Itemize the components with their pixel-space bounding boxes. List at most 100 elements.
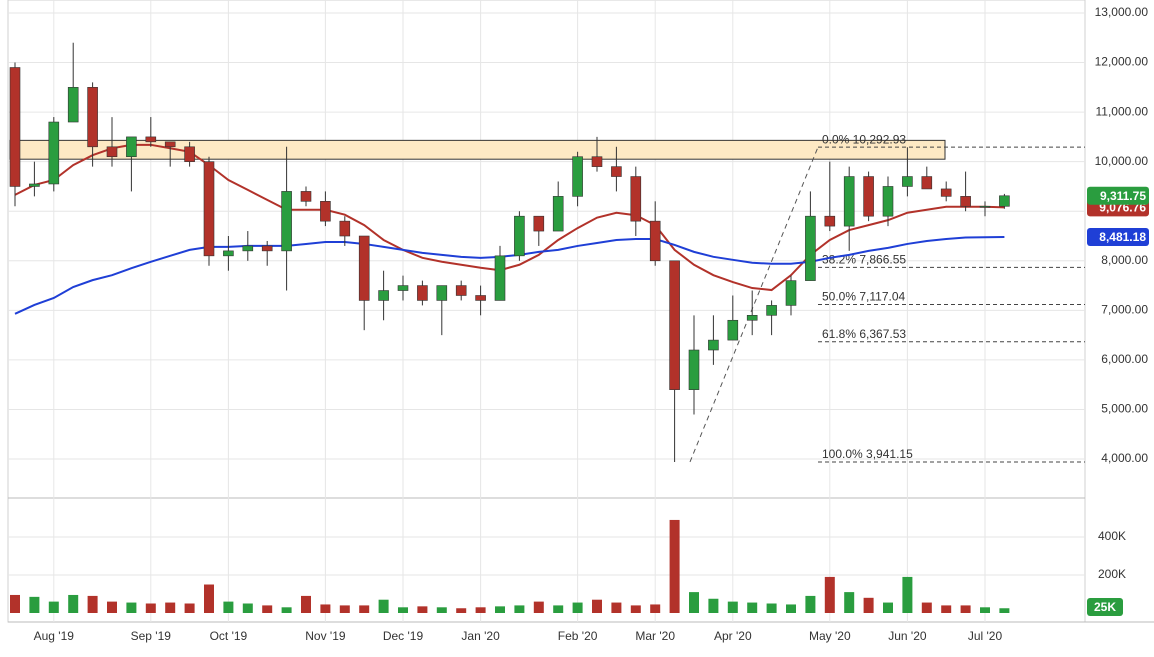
candle-body bbox=[902, 176, 913, 187]
candle-body bbox=[300, 191, 312, 202]
candle-body bbox=[126, 136, 137, 158]
volume-bar bbox=[339, 605, 350, 613]
volume-bar bbox=[921, 602, 932, 613]
candle-body bbox=[48, 121, 60, 185]
x-tick-label: Mar '20 bbox=[635, 629, 675, 643]
candle-body bbox=[863, 176, 874, 217]
volume-bar bbox=[48, 601, 59, 613]
x-tick-label: Dec '19 bbox=[383, 629, 424, 643]
last-value-badge bbox=[1087, 227, 1149, 246]
volume-bar bbox=[533, 601, 544, 613]
candle-body bbox=[417, 285, 428, 301]
y-tick-label: 12,000.00 bbox=[1095, 55, 1149, 69]
candle-body bbox=[455, 285, 467, 296]
candle-body bbox=[649, 220, 661, 262]
x-tick-label: Oct '19 bbox=[210, 629, 248, 643]
fib-label: 50.0% 7,117.04 bbox=[822, 290, 906, 304]
candle-body bbox=[67, 87, 79, 123]
x-tick-label: Aug '19 bbox=[34, 629, 75, 643]
candle-body bbox=[29, 183, 40, 187]
y-tick-label: 400K bbox=[1098, 529, 1126, 543]
moving-average bbox=[14, 235, 1005, 315]
candle-body bbox=[669, 260, 680, 390]
volume-bar bbox=[999, 608, 1010, 613]
volume-bar bbox=[145, 603, 156, 613]
volume-bar bbox=[436, 607, 447, 613]
resistance-zone bbox=[9, 139, 946, 160]
candle-body bbox=[572, 156, 583, 197]
volume-bar bbox=[902, 576, 913, 613]
volume-bar bbox=[630, 605, 641, 613]
fib-label: 38.2% 7,866.55 bbox=[822, 253, 906, 267]
volume-bar bbox=[398, 607, 408, 613]
candle-body bbox=[358, 235, 370, 301]
y-tick-label: 5,000.00 bbox=[1101, 402, 1148, 416]
candle-body bbox=[339, 220, 351, 237]
last-value-badge bbox=[1087, 186, 1149, 205]
volume-bar bbox=[727, 601, 738, 613]
x-tick-label: Jul '20 bbox=[968, 629, 1003, 643]
volume-bar bbox=[456, 608, 467, 613]
y-tick-label: 200K bbox=[1098, 567, 1126, 581]
volume-bar bbox=[708, 598, 719, 613]
last-value-label: 8,481.18 bbox=[1099, 230, 1146, 244]
volume-bar bbox=[805, 595, 816, 613]
volume-bar bbox=[262, 605, 273, 613]
moving-average bbox=[14, 143, 1005, 292]
candle-body bbox=[708, 339, 719, 351]
candle-body bbox=[164, 141, 176, 148]
volume-bar bbox=[689, 592, 699, 613]
candle-body bbox=[746, 315, 758, 321]
volume-bar bbox=[417, 606, 428, 613]
x-tick-label: Apr '20 bbox=[714, 629, 752, 643]
last-value-label: 9,311.75 bbox=[1100, 189, 1146, 203]
candle-body bbox=[999, 195, 1010, 207]
volume-bar bbox=[824, 576, 835, 613]
candle-body bbox=[378, 290, 389, 301]
volume-bar bbox=[747, 602, 758, 613]
x-tick-label: Jan '20 bbox=[461, 629, 500, 643]
candle-body bbox=[785, 280, 797, 306]
candle-body bbox=[591, 156, 603, 167]
candle-body bbox=[843, 176, 855, 227]
y-tick-label: 6,000.00 bbox=[1101, 352, 1148, 366]
volume-bar bbox=[301, 595, 311, 613]
y-tick-label: 7,000.00 bbox=[1101, 303, 1148, 317]
candle-body bbox=[494, 255, 506, 301]
candle-body bbox=[203, 161, 215, 257]
candle-body bbox=[106, 146, 118, 158]
volume-bar bbox=[10, 594, 20, 613]
volume-bar bbox=[107, 601, 117, 613]
volume-bar bbox=[786, 604, 796, 613]
volume-bar bbox=[223, 601, 234, 613]
volume-bar bbox=[359, 605, 370, 613]
candle-body bbox=[242, 245, 254, 252]
volume-bar bbox=[941, 605, 952, 613]
y-tick-label: 11,000.00 bbox=[1096, 104, 1149, 118]
candle-body bbox=[940, 188, 952, 197]
candle-body bbox=[979, 205, 991, 208]
x-tick-label: May '20 bbox=[809, 629, 851, 643]
candle-body bbox=[824, 215, 836, 227]
volume-bar bbox=[980, 607, 990, 613]
x-tick-label: Jun '20 bbox=[888, 629, 927, 643]
volume-bar bbox=[611, 602, 622, 613]
volume-bar bbox=[242, 603, 253, 613]
fib-label: 0.0% 10,292.93 bbox=[822, 132, 906, 146]
candle-body bbox=[805, 215, 816, 281]
volume-bar bbox=[378, 599, 389, 613]
volume-bar bbox=[68, 594, 79, 613]
x-tick-label: Sep '19 bbox=[131, 629, 172, 643]
volume-bar bbox=[844, 592, 855, 613]
volume-bar bbox=[320, 604, 331, 613]
candle-body bbox=[552, 196, 564, 232]
candle-body bbox=[320, 201, 331, 222]
volume-bar bbox=[29, 596, 40, 613]
plot-frame bbox=[7, 0, 1086, 623]
volume-bar bbox=[766, 603, 777, 613]
volume-bar bbox=[669, 519, 680, 613]
fib-label: 61.8% 6,367.53 bbox=[822, 327, 906, 341]
volume-bar bbox=[475, 607, 486, 613]
candle-body bbox=[475, 295, 486, 301]
candle-body bbox=[611, 166, 622, 177]
